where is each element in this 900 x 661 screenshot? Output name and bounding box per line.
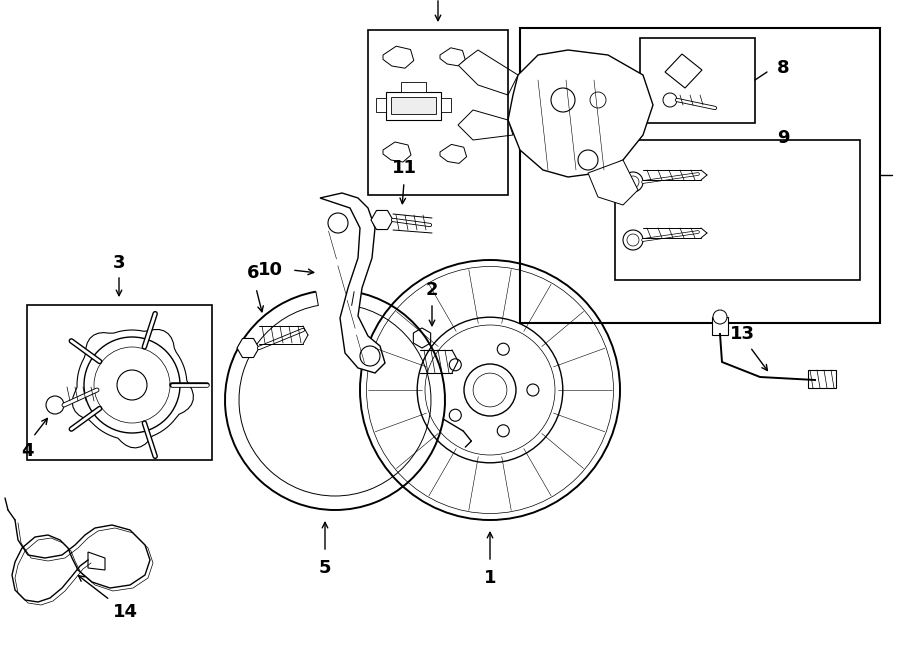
Circle shape [623, 172, 643, 192]
Polygon shape [391, 97, 436, 114]
Polygon shape [458, 110, 513, 140]
Polygon shape [88, 552, 105, 570]
Text: 10: 10 [257, 261, 283, 279]
Polygon shape [413, 328, 431, 348]
Circle shape [117, 370, 147, 400]
Circle shape [526, 384, 539, 396]
Text: 14: 14 [112, 603, 138, 621]
Polygon shape [440, 144, 466, 163]
Polygon shape [665, 54, 702, 88]
Circle shape [498, 343, 509, 355]
Text: 9: 9 [777, 129, 789, 147]
Polygon shape [386, 92, 441, 120]
Circle shape [713, 310, 727, 324]
Circle shape [46, 396, 64, 414]
Bar [712, 317, 728, 335]
Circle shape [623, 230, 643, 250]
Text: 8: 8 [777, 59, 789, 77]
Circle shape [449, 409, 462, 421]
Circle shape [578, 150, 598, 170]
Bar [27, 305, 212, 460]
Bar [615, 140, 860, 280]
Polygon shape [371, 210, 393, 229]
Text: 4: 4 [21, 442, 33, 460]
Text: 11: 11 [392, 159, 417, 177]
Text: 3: 3 [112, 254, 125, 272]
Circle shape [551, 88, 575, 112]
Circle shape [328, 213, 348, 233]
Text: 1: 1 [484, 569, 496, 587]
Bar [640, 38, 755, 123]
Bar [520, 28, 880, 323]
Text: 13: 13 [730, 325, 754, 343]
Circle shape [498, 425, 509, 437]
Circle shape [464, 364, 516, 416]
Text: 5: 5 [319, 559, 331, 577]
Polygon shape [320, 193, 385, 373]
Bar [808, 370, 836, 388]
Circle shape [663, 93, 677, 107]
Text: 6: 6 [247, 264, 259, 282]
Polygon shape [383, 46, 414, 68]
Polygon shape [508, 50, 653, 177]
Polygon shape [401, 82, 426, 92]
Polygon shape [441, 98, 451, 112]
Polygon shape [458, 50, 518, 95]
Circle shape [360, 346, 380, 366]
Polygon shape [383, 142, 411, 162]
Polygon shape [376, 98, 386, 112]
Polygon shape [588, 160, 638, 205]
Text: 2: 2 [426, 281, 438, 299]
Bar [368, 30, 508, 195]
Polygon shape [440, 48, 465, 66]
Circle shape [449, 359, 462, 371]
Polygon shape [237, 338, 259, 358]
